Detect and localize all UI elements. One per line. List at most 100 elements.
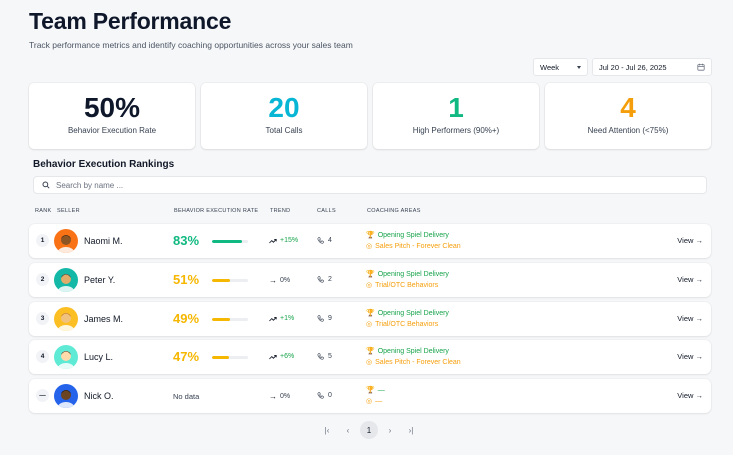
seller-name: Nick O. bbox=[84, 391, 114, 401]
date-range-picker[interactable]: Jul 20 - Jul 26, 2025 bbox=[592, 58, 712, 76]
rank-badge: 4 bbox=[36, 350, 49, 363]
rank-badge: 3 bbox=[36, 312, 49, 325]
column-header-coaching: COACHING AREAS bbox=[367, 208, 421, 214]
coaching-area-focus: ◎ Sales Pitch - Forever Clean bbox=[366, 242, 461, 251]
view-link[interactable]: View → bbox=[677, 352, 703, 361]
view-link[interactable]: View → bbox=[677, 391, 703, 400]
rate-progress-fill bbox=[212, 318, 230, 321]
target-icon: ◎ bbox=[366, 398, 373, 405]
first-page-button[interactable]: |‹ bbox=[324, 425, 330, 435]
rankings-title: Behavior Execution Rankings bbox=[33, 159, 175, 170]
stat-label: Need Attention (<75%) bbox=[587, 126, 669, 135]
table-row: — Nick O. No data → 0% 0 🏆 — ◎ — View bbox=[29, 379, 711, 413]
coaching-area-label: Sales Pitch - Forever Clean bbox=[375, 358, 461, 366]
target-icon: ◎ bbox=[366, 243, 373, 250]
calls-count: 9 bbox=[328, 315, 332, 322]
table-row: 1 Naomi M. 83% +15% 4 🏆 Opening Spiel De… bbox=[29, 224, 711, 258]
calls-count: 5 bbox=[328, 353, 332, 360]
rate-progress-bar bbox=[212, 318, 248, 321]
trophy-icon: 🏆 bbox=[366, 348, 375, 355]
calls-count: 0 bbox=[328, 392, 332, 399]
search-input[interactable] bbox=[56, 180, 656, 190]
avatar bbox=[54, 384, 78, 408]
coaching-area-strength: 🏆 — bbox=[366, 386, 385, 395]
coaching-area-label: Trial/OTC Behaviors bbox=[375, 281, 439, 289]
date-range-value: Jul 20 - Jul 26, 2025 bbox=[599, 62, 667, 72]
trend-up-icon bbox=[269, 238, 277, 243]
trend-value: 0% bbox=[280, 393, 291, 400]
coaching-area-focus: ◎ Trial/OTC Behaviors bbox=[366, 320, 439, 329]
period-select-value: Week bbox=[540, 62, 560, 72]
coaching-area-label: Sales Pitch - Forever Clean bbox=[375, 242, 461, 250]
search-box[interactable] bbox=[33, 176, 707, 194]
table-row: 3 James M. 49% +1% 9 🏆 Opening Spiel Del… bbox=[29, 302, 711, 336]
page-1-button[interactable]: 1 bbox=[360, 421, 378, 439]
rate-value: 49% bbox=[173, 311, 200, 326]
trend: +1% bbox=[269, 315, 294, 322]
trend-up-icon bbox=[269, 316, 277, 321]
table-row: 4 Lucy L. 47% +6% 5 🏆 Opening Spiel Deli… bbox=[29, 340, 711, 374]
column-header-rank: RANK bbox=[35, 208, 52, 214]
next-page-button[interactable]: › bbox=[388, 425, 392, 435]
rate-progress-fill bbox=[212, 356, 229, 359]
arrow-right-icon: → bbox=[269, 392, 277, 401]
calls: 4 bbox=[317, 237, 332, 244]
seller-name: Naomi M. bbox=[84, 236, 123, 246]
coaching-area-strength: 🏆 Opening Spiel Delivery bbox=[366, 347, 449, 356]
column-header-seller: SELLER bbox=[57, 208, 80, 214]
column-header-calls: CALLS bbox=[317, 208, 336, 214]
avatar bbox=[54, 307, 78, 331]
phone-icon bbox=[317, 315, 324, 322]
prev-page-button[interactable]: ‹ bbox=[346, 425, 350, 435]
table-row: 2 Peter Y. 51% → 0% 2 🏆 Opening Spiel De… bbox=[29, 263, 711, 297]
coaching-area-label: Opening Spiel Delivery bbox=[377, 231, 449, 239]
last-page-button[interactable]: ›| bbox=[408, 425, 414, 435]
trophy-icon: 🏆 bbox=[366, 387, 375, 394]
phone-icon bbox=[317, 276, 324, 283]
calls: 5 bbox=[317, 353, 332, 360]
coaching-area-label: Opening Spiel Delivery bbox=[377, 309, 449, 317]
rate-progress-bar bbox=[212, 279, 248, 282]
seller-name: James M. bbox=[84, 314, 124, 324]
coaching-area-strength: 🏆 Opening Spiel Delivery bbox=[366, 231, 449, 240]
rate-progress-bar bbox=[212, 356, 248, 359]
rank-badge: 2 bbox=[36, 273, 49, 286]
view-link[interactable]: View → bbox=[677, 275, 703, 284]
stat-label: Total Calls bbox=[265, 126, 303, 135]
calls: 0 bbox=[317, 392, 332, 399]
calls-count: 2 bbox=[328, 276, 332, 283]
rate-value: 83% bbox=[173, 233, 200, 248]
coaching-area-focus: ◎ — bbox=[366, 397, 382, 406]
stat-value: 1 bbox=[448, 92, 464, 123]
trend: +15% bbox=[269, 237, 298, 244]
trend-value: +6% bbox=[280, 353, 295, 360]
seller-name: Peter Y. bbox=[84, 275, 116, 285]
view-link[interactable]: View → bbox=[677, 314, 703, 323]
coaching-area-label: Opening Spiel Delivery bbox=[377, 270, 449, 278]
target-icon: ◎ bbox=[366, 359, 373, 366]
target-icon: ◎ bbox=[366, 321, 373, 328]
trophy-icon: 🏆 bbox=[366, 232, 375, 239]
rank-badge: — bbox=[36, 389, 49, 402]
rate-value: 47% bbox=[173, 349, 200, 364]
period-select[interactable]: Week bbox=[533, 58, 588, 76]
column-header-rate: BEHAVIOR EXECUTION RATE bbox=[174, 208, 259, 214]
calls: 9 bbox=[317, 315, 332, 322]
coaching-area-label: Trial/OTC Behaviors bbox=[375, 320, 439, 328]
trend: → 0% bbox=[269, 392, 290, 401]
page-subtitle: Track performance metrics and identify c… bbox=[29, 40, 353, 50]
trophy-icon: 🏆 bbox=[366, 271, 375, 278]
rate-progress-fill bbox=[212, 279, 231, 282]
trend-value: +15% bbox=[280, 237, 299, 244]
avatar bbox=[54, 229, 78, 253]
search-icon bbox=[42, 181, 50, 189]
trend-value: +1% bbox=[280, 315, 295, 322]
stat-card-need-attention: 4 Need Attention (<75%) bbox=[545, 83, 711, 149]
trophy-icon: 🏆 bbox=[366, 310, 375, 317]
stat-value: 50% bbox=[83, 92, 141, 123]
rate-progress-fill bbox=[212, 240, 242, 243]
trend: → 0% bbox=[269, 276, 290, 285]
rate-value: 51% bbox=[173, 272, 200, 287]
view-link[interactable]: View → bbox=[677, 236, 703, 245]
seller-name: Lucy L. bbox=[84, 352, 114, 362]
